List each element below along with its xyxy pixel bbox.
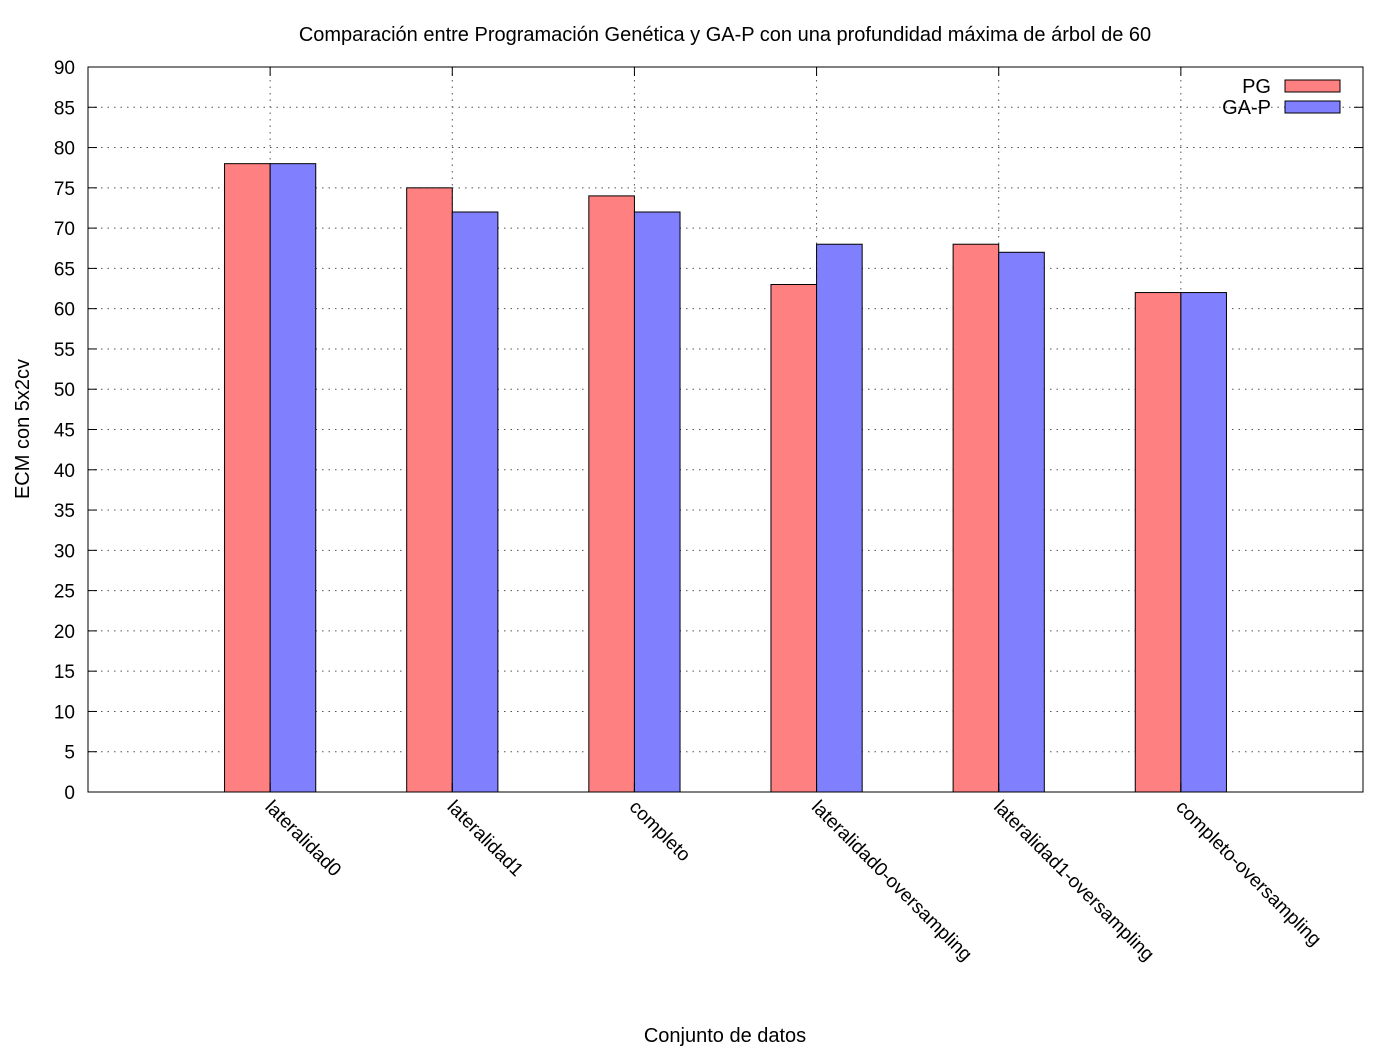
legend-swatch	[1284, 79, 1341, 93]
y-tick-label: 30	[54, 541, 75, 562]
bar-ga-p-2	[451, 211, 499, 793]
y-tick-label: 80	[54, 139, 75, 160]
bar-ga-p-1	[269, 163, 317, 793]
y-tick-label: 85	[54, 98, 75, 119]
bar-pg-1	[224, 163, 271, 793]
legend-label: PG	[1242, 76, 1271, 98]
y-tick-label: 45	[54, 421, 75, 442]
bar-pg-6	[1134, 292, 1182, 793]
chart-title: Comparación entre Programación Genética …	[299, 24, 1151, 46]
y-tick-label: 0	[64, 783, 75, 804]
x-tick-label: completo	[625, 797, 694, 866]
grid-lines	[88, 67, 1363, 792]
bar-pg-5	[952, 243, 1000, 793]
x-tick-label: lateralidad1	[443, 797, 527, 881]
legend-swatch	[1284, 100, 1341, 114]
y-tick-label: 20	[54, 622, 75, 643]
y-tick-label: 60	[54, 300, 75, 321]
bars-group	[224, 163, 1227, 793]
y-tick-label: 10	[54, 702, 75, 723]
y-axis-ticks: 0 5 10 15 20 25 30 35 40 45 50 55 60 65 70 75 80 85 90	[54, 58, 1363, 804]
y-axis-label: ECM con 5x2cv	[12, 359, 34, 499]
x-tick-label: lateralidad1-oversampling	[989, 797, 1158, 966]
bar-ga-p-6	[1180, 292, 1227, 793]
bar-pg-2	[406, 187, 453, 793]
y-tick-label: 65	[54, 259, 75, 280]
x-axis-label: Conjunto de datos	[644, 1025, 806, 1047]
bar-ga-p-4	[816, 243, 863, 793]
y-tick-label: 40	[54, 461, 75, 482]
y-tick-label: 75	[54, 179, 75, 200]
x-tick-label: lateralidad0-oversampling	[807, 797, 976, 966]
bar-pg-3	[588, 195, 635, 793]
y-tick-label: 70	[54, 219, 75, 240]
y-tick-label: 35	[54, 501, 75, 522]
y-tick-label: 50	[54, 380, 75, 401]
x-tick-label: lateralidad0	[261, 797, 345, 881]
bar-ga-p-5	[998, 251, 1045, 793]
bar-pg-4	[770, 284, 818, 793]
y-tick-label: 90	[54, 58, 75, 79]
y-tick-label: 25	[54, 582, 75, 603]
x-tick-label: completo-oversampling	[1171, 797, 1325, 951]
y-tick-label: 15	[54, 662, 75, 683]
bar-ga-p-3	[633, 211, 681, 793]
y-tick-label: 5	[64, 743, 75, 764]
legend-label: GA-P	[1222, 97, 1271, 119]
y-tick-label: 55	[54, 340, 75, 361]
